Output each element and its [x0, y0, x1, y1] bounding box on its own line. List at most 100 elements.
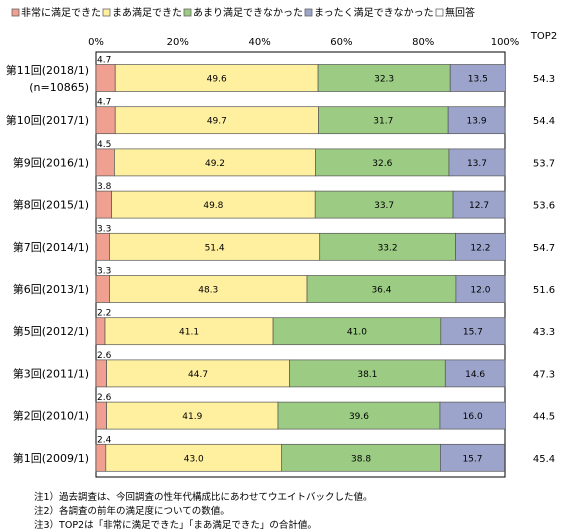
bar-segment-r9-s3 — [440, 443, 505, 472]
x-tick-label-4: 80% — [412, 37, 434, 48]
legend-label-2: あまり満足できなかった — [193, 7, 303, 19]
top2-value-8: 44.5 — [533, 412, 555, 423]
category-label-3: 第8回(2015/1) — [13, 198, 89, 212]
top2-value-9: 45.4 — [533, 454, 555, 465]
value-label-r5-s1: 48.3 — [198, 286, 218, 296]
bar-segment-r3-s1 — [111, 190, 316, 219]
value-label-r4-s3: 12.2 — [470, 243, 490, 253]
value-label-r0-s0: 4.7 — [97, 56, 111, 66]
category-label-6: 第5回(2012/1) — [13, 324, 89, 338]
value-label-r1-s3: 13.9 — [467, 117, 487, 127]
value-label-r2-s0: 4.5 — [97, 140, 111, 150]
value-label-r2-s2: 32.6 — [372, 159, 392, 169]
top2-value-5: 51.6 — [533, 285, 555, 296]
value-label-r7-s1: 44.7 — [188, 370, 208, 380]
plot-frame — [95, 51, 506, 478]
legend-swatch-4 — [435, 8, 444, 17]
value-label-r2-s3: 13.7 — [467, 159, 487, 169]
bar-segment-r4-s1 — [109, 232, 321, 261]
category-label-7: 第3回(2011/1) — [13, 366, 89, 380]
x-tick-label-0: 0% — [88, 37, 104, 48]
value-label-r0-s3: 13.5 — [468, 75, 488, 85]
bar-segment-r8-s3 — [439, 401, 506, 430]
top2-value-0: 54.3 — [533, 74, 555, 85]
value-label-r5-s2: 36.4 — [371, 286, 391, 296]
value-label-r5-s3: 12.0 — [470, 286, 490, 296]
bar-segment-r8-s1 — [106, 401, 279, 430]
value-label-r7-s0: 2.6 — [97, 351, 112, 361]
bar-segment-r5-s0 — [95, 275, 110, 303]
bar-segment-r8-s2 — [277, 401, 441, 430]
value-label-r3-s2: 33.7 — [374, 201, 394, 211]
category-label-5: 第6回(2013/1) — [13, 282, 89, 296]
footnote-2: 注2）各調査の前年の満足度についての数値。 — [34, 506, 230, 517]
value-label-r3-s1: 49.8 — [203, 201, 223, 211]
top2-value-2: 53.7 — [533, 158, 555, 169]
bar-segment-r6-s2 — [272, 317, 442, 346]
x-tick-label-2: 40% — [248, 37, 270, 48]
value-label-r1-s0: 4.7 — [97, 98, 111, 108]
value-label-r6-s1: 41.1 — [179, 328, 199, 338]
bar-segment-r4-s2 — [319, 232, 456, 261]
bar-segment-r5-s1 — [109, 275, 308, 303]
bar-segment-r0-s3 — [449, 64, 506, 92]
footnote-3: 注3）TOP2は「非常に満足できた」「まあ満足できた」の合計値。 — [34, 520, 317, 531]
value-label-r6-s0: 2.2 — [97, 309, 111, 319]
legend-label-0: 非常に満足できた — [21, 6, 101, 19]
top2-value-7: 47.3 — [533, 369, 555, 380]
value-label-r6-s3: 15.7 — [463, 328, 483, 338]
category-label-9: 第1回(2009/1) — [13, 451, 89, 465]
bar-segment-r7-s3 — [444, 359, 506, 388]
bar-segment-r2-s2 — [315, 148, 450, 177]
bar-segment-r3-s0 — [95, 190, 112, 219]
top2-header: TOP2 — [530, 31, 557, 42]
top2-value-1: 54.4 — [533, 116, 555, 127]
value-label-r7-s3: 14.6 — [465, 370, 485, 380]
category-label-0: 第11回(2018/1) — [6, 63, 89, 77]
value-label-r9-s0: 2.4 — [97, 435, 112, 445]
category-label-1: 第10回(2017/1) — [6, 113, 89, 127]
value-label-r4-s1: 51.4 — [205, 243, 225, 253]
value-label-r5-s0: 3.3 — [97, 267, 111, 277]
bar-segment-r9-s1 — [105, 443, 283, 472]
bar-segment-r1-s1 — [114, 106, 319, 135]
value-label-r1-s1: 49.7 — [207, 117, 227, 127]
value-label-r0-s2: 32.3 — [374, 75, 394, 85]
bar-segment-r3-s2 — [314, 190, 454, 219]
value-label-r6-s2: 41.0 — [347, 328, 367, 338]
bar-segment-r6-s1 — [104, 317, 274, 346]
legend-swatch-2 — [183, 8, 192, 17]
value-label-r4-s0: 3.3 — [97, 224, 111, 234]
bar-segment-r0-s0 — [95, 64, 116, 92]
value-label-r8-s2: 39.6 — [349, 412, 369, 422]
value-label-r1-s2: 31.7 — [373, 117, 393, 127]
legend-swatch-0 — [11, 8, 20, 17]
category-label-4: 第7回(2014/1) — [13, 240, 89, 254]
bar-segment-r9-s0 — [95, 443, 107, 472]
x-tick-label-1: 20% — [167, 37, 189, 48]
legend-label-4: 無回答 — [445, 6, 475, 19]
bar-segment-r9-s2 — [281, 443, 441, 472]
bar-segment-r8-s0 — [95, 401, 107, 430]
bar-segment-r4-s0 — [95, 232, 110, 261]
x-tick-label-3: 60% — [330, 37, 352, 48]
value-label-r3-s3: 12.7 — [469, 201, 489, 211]
value-label-r3-s0: 3.8 — [97, 182, 112, 192]
value-label-r9-s2: 38.8 — [351, 454, 371, 464]
value-label-r2-s1: 49.2 — [205, 159, 225, 169]
bar-segment-r0-s1 — [114, 64, 319, 92]
top2-value-3: 53.6 — [533, 201, 555, 212]
legend-swatch-1 — [102, 8, 111, 17]
value-label-r4-s2: 33.2 — [378, 243, 398, 253]
bar-segment-r2-s0 — [95, 148, 115, 177]
legend-label-3: まったく満足できなかった — [314, 7, 434, 19]
value-label-r0-s1: 49.6 — [207, 75, 227, 85]
bar-segment-r0-s2 — [317, 64, 451, 92]
category-label-0-line2: (n=10865) — [29, 81, 89, 94]
top2-value-6: 43.3 — [533, 327, 555, 338]
footnote-1: 注1）過去調査は、今回調査の性年代構成比にあわせてウエイトバックした値。 — [34, 492, 373, 503]
bar-segment-r1-s3 — [447, 106, 506, 135]
bar-segment-r7-s1 — [106, 359, 290, 388]
top2-value-4: 54.7 — [533, 243, 555, 254]
